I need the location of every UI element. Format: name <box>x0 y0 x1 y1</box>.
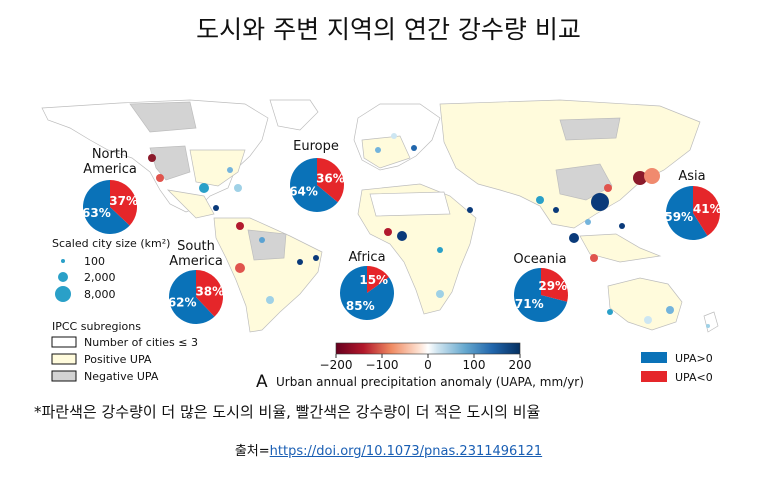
pie-label-positive-south-america: 62% <box>168 295 197 309</box>
size-legend-item-small: 100 <box>84 255 105 268</box>
land-sea-islands <box>579 233 662 263</box>
land-asia <box>439 99 701 229</box>
pie-slice-positive-africa <box>339 266 394 320</box>
pie-label-negative-oceania: 29% <box>538 279 567 293</box>
region-positive-east-us <box>189 149 246 187</box>
size-legend-item-large: 8,000 <box>84 288 116 301</box>
pie-label-negative-asia: 41% <box>693 202 722 216</box>
ipcc-swatch-few-cities <box>51 336 77 348</box>
pie-slice-negative-europe <box>317 157 344 203</box>
footnote: *파란색은 강수량이 더 많은 도시의 비율, 빨간색은 강수량이 더 적은 도… <box>34 403 541 421</box>
pie-label-positive-oceania: 71% <box>515 297 544 311</box>
region-label-north-america-line1: North <box>92 147 128 162</box>
pie-label-negative-north-america: 37% <box>109 194 138 208</box>
pie-label-negative-south-america: 38% <box>195 285 224 299</box>
region-label-europe: Europe <box>293 139 339 154</box>
size-legend-dot-large <box>55 286 71 302</box>
pie-slice-negative-north-america <box>110 180 138 226</box>
source-link[interactable]: https://doi.org/10.1073/pnas.2311496121 <box>269 444 543 459</box>
city-dots <box>148 133 710 328</box>
pie-label-negative-europe: 36% <box>316 172 345 186</box>
region-label-north-america-line2: America <box>83 162 137 177</box>
panel-letter: A <box>256 372 268 392</box>
land-new-zealand <box>703 311 719 333</box>
region-negative-china <box>555 163 613 201</box>
source-prefix: 출처= <box>234 444 270 459</box>
pie-legend-swatch-positive <box>641 352 667 363</box>
region-negative-west-us <box>149 145 191 181</box>
pie-slice-negative-oceania <box>541 268 568 302</box>
region-labels: North America Europe Asia South America … <box>83 139 705 269</box>
pie-slice-positive-north-america <box>83 180 130 234</box>
size-legend: Scaled city size (km²) 100 2,000 8,000 <box>52 237 170 302</box>
ipcc-legend-item-few-cities: Number of cities ≤ 3 <box>84 336 198 349</box>
region-positive-mexico <box>166 189 215 219</box>
colorbar: −200 −100 0 100 200 A Urban annual preci… <box>256 342 584 392</box>
pie-slice-positive-asia <box>666 186 708 240</box>
colorbar-tick: 200 <box>509 358 532 372</box>
land-south-america <box>213 217 323 333</box>
pie-slice-negative-asia <box>693 186 720 236</box>
ipcc-legend-item-positive: Positive UPA <box>84 353 152 366</box>
colorbar-tick: 0 <box>424 358 432 372</box>
size-legend-dot-medium <box>58 272 68 282</box>
pie-slice-negative-africa <box>367 266 389 293</box>
land-greenland <box>269 99 319 131</box>
ipcc-legend: IPCC subregions Number of cities ≤ 3 Pos… <box>51 320 198 383</box>
pie-legend-positive: UPA>0 <box>675 352 713 365</box>
region-label-oceania: Oceania <box>513 252 566 267</box>
page-title: 도시와 주변 지역의 연간 강수량 비교 <box>196 15 581 44</box>
pie-legend: UPA>0 UPA<0 <box>641 352 713 384</box>
pie-slice-negative-south-america <box>196 270 224 317</box>
pie-label-positive-europe: 64% <box>289 184 318 198</box>
region-label-south-america-line2: America <box>169 254 223 269</box>
colorbar-tick: 100 <box>463 358 486 372</box>
pie-label-positive-north-america: 63% <box>82 206 111 220</box>
pie-slice-positive-south-america <box>169 270 215 325</box>
pie-label-positive-africa: 85% <box>346 299 375 313</box>
pie-label-negative-africa: 15% <box>359 273 388 287</box>
size-legend-item-medium: 2,000 <box>84 271 116 284</box>
region-negative-sahel <box>369 191 451 217</box>
ipcc-swatch-positive <box>51 353 77 365</box>
size-legend-title: Scaled city size (km²) <box>52 237 170 250</box>
colorbar-gradient <box>335 342 521 355</box>
region-label-asia: Asia <box>678 169 705 184</box>
region-pies: 63%37% 64%36% 59%41% 62%38% 85% 15% 71% 29% <box>82 157 722 325</box>
colorbar-label: Urban annual precipitation anomaly (UAPA… <box>276 375 584 389</box>
region-negative-sa-north <box>247 229 287 261</box>
ipcc-legend-title: IPCC subregions <box>52 320 141 333</box>
region-label-south-america-line1: South <box>177 239 215 254</box>
size-legend-dot-small <box>61 259 65 263</box>
ipcc-swatch-negative <box>51 370 77 382</box>
land-africa <box>357 183 477 315</box>
ipcc-legend-item-negative: Negative UPA <box>84 370 159 383</box>
colorbar-tick: −200 <box>320 358 353 372</box>
colorbar-tick: −100 <box>366 358 399 372</box>
pie-label-positive-asia: 59% <box>664 210 693 224</box>
pie-legend-negative: UPA<0 <box>675 371 713 384</box>
source-line: 출처=https://doi.org/10.1073/pnas.23114961… <box>0 440 777 459</box>
land-australia <box>607 277 683 331</box>
region-negative-canada <box>129 101 197 133</box>
region-label-africa: Africa <box>348 250 385 265</box>
pie-slice-positive-europe <box>290 158 338 212</box>
pie-legend-swatch-negative <box>641 371 667 382</box>
pie-slice-positive-oceania <box>514 268 568 322</box>
region-negative-siberia <box>559 117 621 141</box>
